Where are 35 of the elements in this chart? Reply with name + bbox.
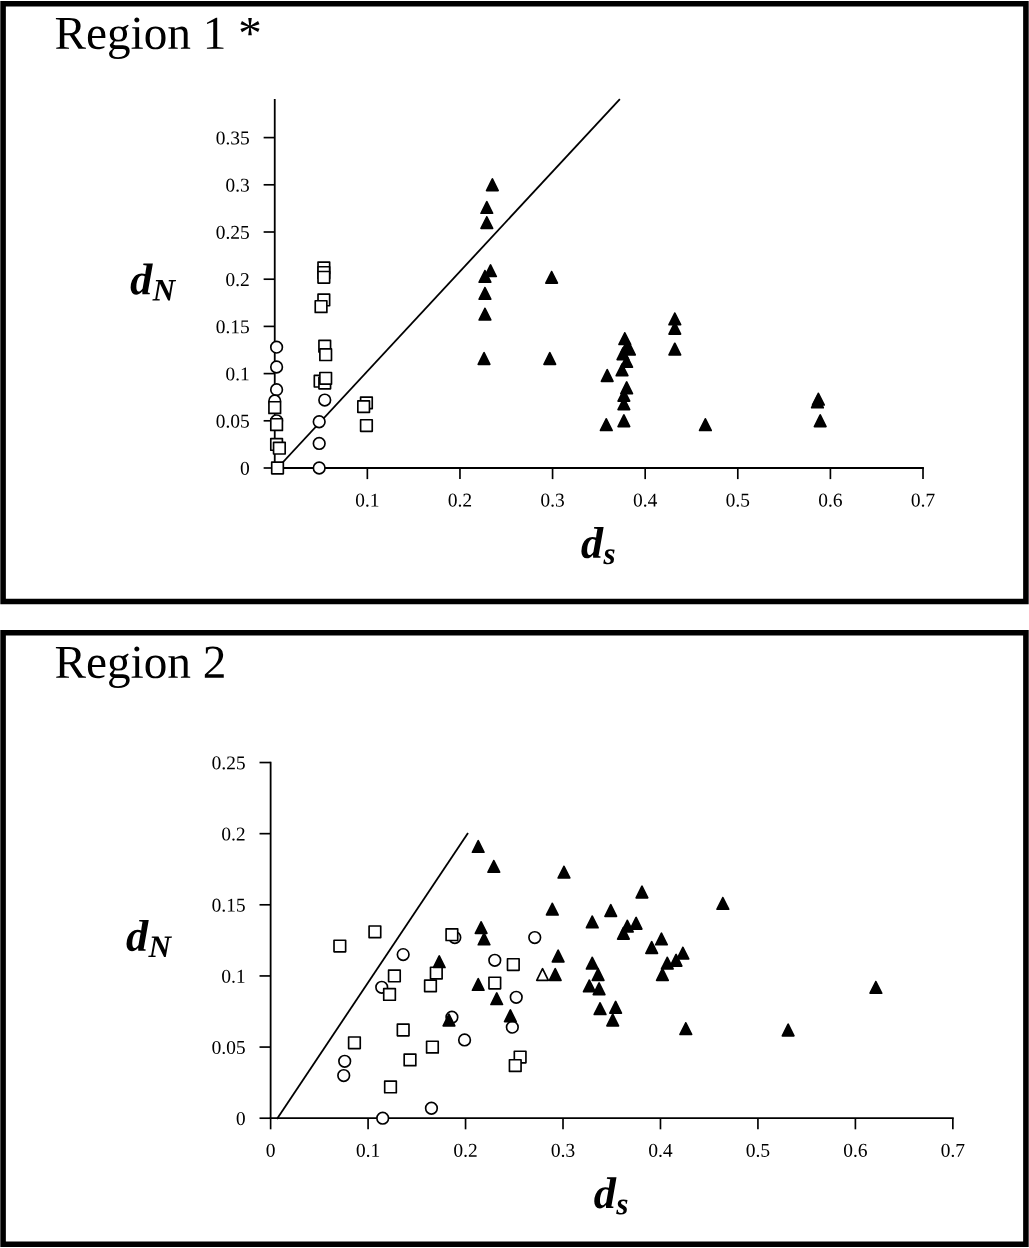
y-tick-label: 0.1 — [222, 969, 245, 983]
x-tick-label: 0.1 — [355, 493, 379, 507]
y-tick-label: 0.25 — [216, 225, 249, 240]
x-tick-label: 0.4 — [649, 1143, 673, 1157]
chart-title: Region 2 — [55, 646, 224, 689]
y-axis-title: d$_{N}$ — [126, 919, 172, 957]
x-tick-label: 0.2 — [454, 1143, 477, 1157]
y-tick-label: 0.05 — [212, 1040, 245, 1055]
x-axis-title: d$_{s}$ — [594, 1177, 628, 1215]
y-tick-label: 0.25 — [212, 756, 245, 770]
x-axis-title: d$_{s}$ — [581, 527, 615, 565]
x-tick-label: 0.6 — [818, 493, 842, 507]
x-tick-label: 0.1 — [356, 1143, 380, 1157]
y-tick-label: 0.2 — [222, 827, 245, 841]
y-tick-label: 0.15 — [212, 898, 245, 912]
x-tick-label: 0 — [266, 1143, 275, 1157]
y-tick-label: 0 — [236, 1112, 245, 1126]
x-tick-label: 0.7 — [941, 1143, 965, 1157]
y-tick-label: 0.3 — [226, 178, 249, 192]
x-tick-label: 0.5 — [726, 493, 750, 507]
x-tick-label: 0.5 — [746, 1143, 770, 1157]
y-axis-title: d$_{N}$ — [130, 263, 177, 301]
x-tick-label: 0.3 — [541, 493, 564, 507]
y-tick-label: 0.1 — [226, 367, 249, 381]
x-tick-label: 0.2 — [448, 493, 472, 507]
x-tick-label: 0.3 — [551, 1143, 575, 1157]
x-tick-label: 0.4 — [633, 493, 658, 507]
y-tick-label: 0.35 — [216, 131, 249, 145]
x-tick-label: 0.7 — [911, 493, 935, 507]
y-tick-label: 0.2 — [226, 273, 249, 287]
y-tick-label: 0 — [240, 461, 249, 475]
x-tick-label: 0.6 — [843, 1143, 867, 1157]
chart-title: Region 1 * — [55, 17, 260, 60]
y-tick-label: 0.15 — [216, 320, 249, 334]
y-tick-label: 0.05 — [216, 414, 249, 428]
